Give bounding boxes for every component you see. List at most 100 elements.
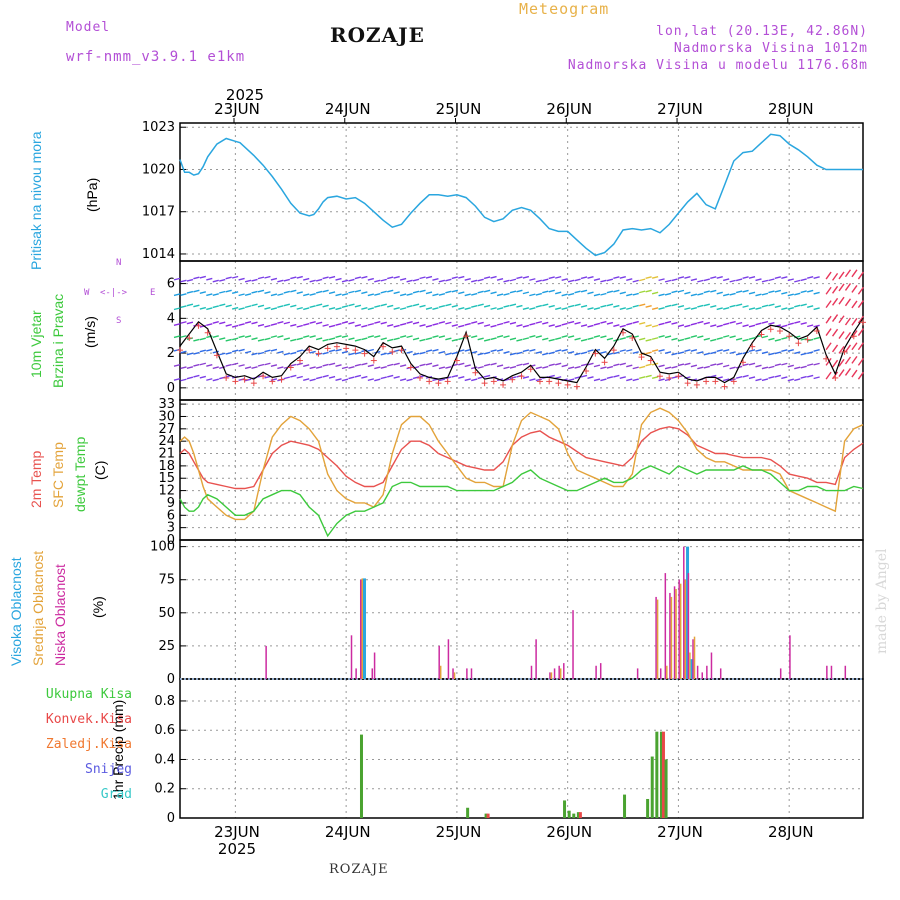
wind-arrow [328,362,336,366]
wind-arrow [703,321,710,325]
wind-arrow [600,279,607,283]
wind-arrow [451,289,458,293]
cloud-low-bar [655,596,657,679]
wind-arrow [322,289,329,293]
wind-arrow [710,374,717,378]
wind-arrow [483,324,491,327]
temp-2m-line [179,426,864,490]
wind-arrow [857,315,864,324]
wind-arrow [768,365,775,369]
wind-arrow [296,375,303,379]
wind-arrow [710,324,717,328]
wind-arrow [677,276,685,279]
wind-arrow [645,338,652,342]
wind-arrow [658,293,665,297]
wind-arrow [231,362,239,366]
wind-arrow [477,365,484,369]
wind-arrow [664,378,672,382]
wind-arrow [781,376,788,380]
wind-arrow [199,324,207,328]
wind-arrow [755,306,762,310]
wind-arrow [477,352,484,356]
wind-arrow [219,290,226,294]
cloud-low-bar [719,668,722,679]
wind-arrow [645,351,652,355]
wind-arrow [632,378,639,382]
wind-arrow [723,334,730,338]
wind-arrow [393,275,400,279]
wind-arrow [716,324,723,328]
y-tick-label: 18 [158,459,175,474]
wind-arrow [716,291,723,295]
y-tick-label: 0.2 [154,782,175,797]
wind-arrow [613,363,620,367]
wind-arrow [774,351,782,355]
wind-arrow [219,337,226,341]
day-label-top: 24JUN [325,100,371,118]
wind-arrow [677,351,685,355]
wind-arrow [367,378,374,382]
wind-arrow [703,352,710,356]
model-altitude-label: Nadmorska Visina u modelu 1176.68m [567,58,868,73]
cloud-low-bar [466,668,468,679]
wind-arrow [496,278,504,281]
wind-arrow [716,337,723,340]
wind-arrow [781,324,788,328]
wind-arrow [574,365,581,369]
cloud-low-bar [844,665,847,679]
wind-arrow [684,291,691,295]
wind-arrow [328,337,336,341]
wind-arrow [600,304,607,308]
wind-arrow [690,278,698,282]
wind-arrow [645,276,652,280]
day-label-top: 27JUN [657,100,703,118]
wind-arrow [173,335,181,339]
wind-arrow [399,293,407,297]
wind-arrow [825,271,832,280]
wind-arrow [587,349,594,353]
wind-arrow [697,292,704,296]
wind-arrow [387,289,394,293]
wind-arrow [831,285,839,294]
wind-arrow [844,317,852,326]
cloud-low-bar [687,573,690,679]
wind-arrow [774,374,782,378]
y-tick-label: 50 [158,606,175,621]
wind-arrow [212,366,219,370]
wind-arrow [341,321,349,324]
wind-arrow [193,338,200,342]
wind-arrow [251,352,258,356]
wind-arrow [496,322,504,326]
lonlat-label: lon,lat (20.13E, 42.86N) [656,24,868,39]
wind-arrow [697,351,704,355]
wind-arrow [535,350,542,354]
wind-arrow [645,363,652,367]
cloud-low-bar [779,668,782,679]
wind-arrow [580,324,588,328]
wind-arrow [212,293,219,296]
wind-arrow [458,307,465,310]
wind-arrow [277,293,284,296]
cloud-mid-bar [693,636,696,679]
wind-arrow [374,335,381,339]
wind-arrow [677,289,685,293]
wind-arrow [438,378,446,382]
y-tick-label: 0 [167,672,175,687]
wind-arrow [206,307,213,311]
wind-arrow [503,366,510,370]
wind-arrow [748,376,756,380]
wind-arrow [774,363,782,367]
wind-arrow [341,305,349,308]
wind-arrow [186,278,194,282]
wind-arrow [219,278,226,282]
wind-arrow [328,275,336,279]
wind-arrow [735,303,743,307]
wind-arrow [264,291,271,295]
cloud-low-bar [664,573,667,679]
wind-arrow [296,275,303,279]
meteogram-title: Meteogram [519,0,610,18]
wind-arrow [548,338,555,342]
wind-arrow [206,277,213,281]
wind-arrow [838,271,845,280]
wind-arrow [438,335,446,339]
